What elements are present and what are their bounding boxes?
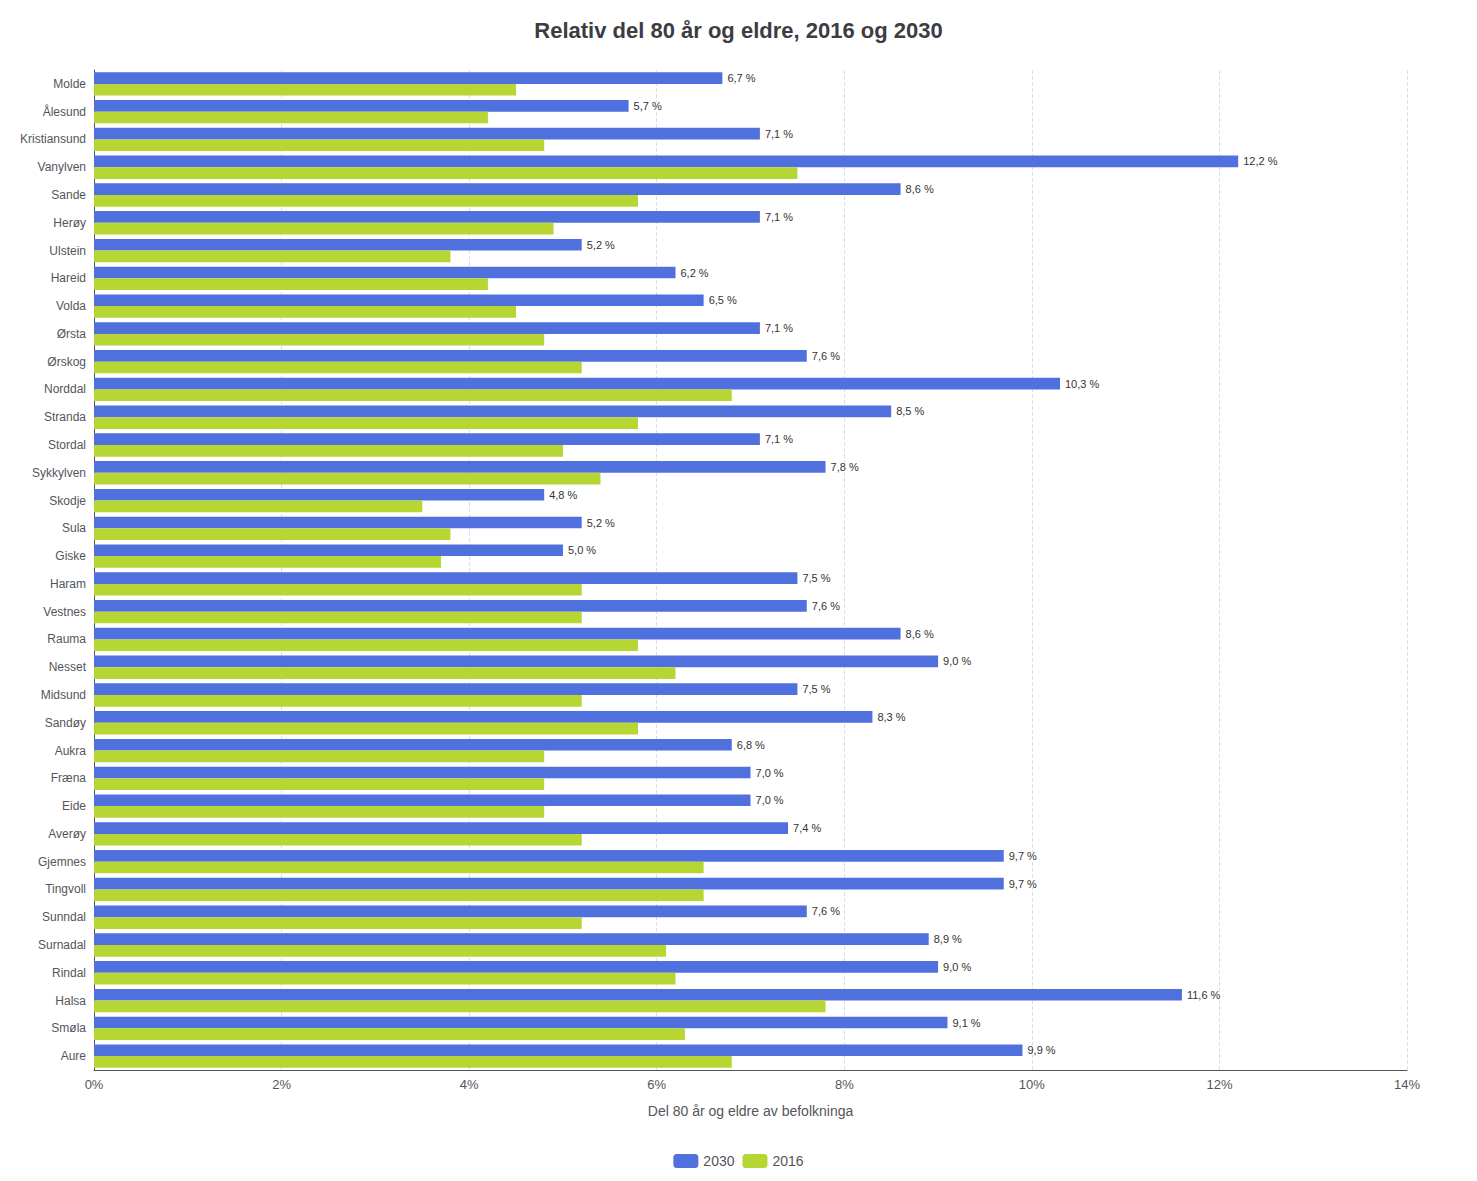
svg-text:7,4 %: 7,4 % <box>793 822 821 834</box>
svg-text:2030: 2030 <box>703 1153 734 1169</box>
svg-text:9,9 %: 9,9 % <box>1027 1044 1055 1056</box>
svg-text:Giske: Giske <box>55 549 86 563</box>
svg-text:Herøy: Herøy <box>53 216 86 230</box>
svg-text:7,6 %: 7,6 % <box>812 350 840 362</box>
svg-text:5,2 %: 5,2 % <box>587 239 615 251</box>
svg-text:6,5 %: 6,5 % <box>709 294 737 306</box>
svg-text:5,0 %: 5,0 % <box>568 544 596 556</box>
svg-text:Ørskog: Ørskog <box>47 355 86 369</box>
svg-text:12%: 12% <box>1206 1077 1232 1092</box>
svg-text:Sandøy: Sandøy <box>45 716 86 730</box>
svg-text:8,9 %: 8,9 % <box>934 933 962 945</box>
svg-text:6,8 %: 6,8 % <box>737 739 765 751</box>
svg-text:7,1 %: 7,1 % <box>765 128 793 140</box>
svg-text:8,6 %: 8,6 % <box>906 628 934 640</box>
svg-text:7,0 %: 7,0 % <box>756 767 784 779</box>
svg-text:Sula: Sula <box>62 521 86 535</box>
svg-text:9,0 %: 9,0 % <box>943 655 971 667</box>
svg-text:Vanylven: Vanylven <box>38 160 86 174</box>
svg-text:7,0 %: 7,0 % <box>756 794 784 806</box>
svg-text:Stranda: Stranda <box>44 410 86 424</box>
svg-text:Haram: Haram <box>50 577 86 591</box>
svg-text:Ørsta: Ørsta <box>57 327 87 341</box>
svg-text:2016: 2016 <box>773 1153 804 1169</box>
svg-text:8%: 8% <box>835 1077 854 1092</box>
svg-text:0%: 0% <box>85 1077 104 1092</box>
svg-text:Eide: Eide <box>62 799 86 813</box>
svg-text:10%: 10% <box>1019 1077 1045 1092</box>
svg-text:Aukra: Aukra <box>55 744 87 758</box>
svg-text:Del 80 år og eldre av befolkni: Del 80 år og eldre av befolkninga <box>648 1103 854 1119</box>
svg-text:7,8 %: 7,8 % <box>831 461 859 473</box>
svg-text:6%: 6% <box>647 1077 666 1092</box>
svg-text:9,7 %: 9,7 % <box>1009 878 1037 890</box>
svg-text:Sykkylven: Sykkylven <box>32 466 86 480</box>
svg-text:Surnadal: Surnadal <box>38 938 86 952</box>
svg-text:7,1 %: 7,1 % <box>765 211 793 223</box>
svg-text:Norddal: Norddal <box>44 382 86 396</box>
svg-text:10,3 %: 10,3 % <box>1065 378 1099 390</box>
svg-text:Kristiansund: Kristiansund <box>20 132 86 146</box>
svg-text:Midsund: Midsund <box>41 688 86 702</box>
svg-text:7,5 %: 7,5 % <box>802 572 830 584</box>
svg-text:7,6 %: 7,6 % <box>812 905 840 917</box>
svg-text:5,7 %: 5,7 % <box>634 100 662 112</box>
svg-text:Vestnes: Vestnes <box>43 605 86 619</box>
svg-text:7,6 %: 7,6 % <box>812 600 840 612</box>
svg-text:11,6 %: 11,6 % <box>1187 989 1221 1001</box>
svg-text:9,1 %: 9,1 % <box>952 1017 980 1029</box>
svg-text:6,2 %: 6,2 % <box>680 267 708 279</box>
svg-text:Rindal: Rindal <box>52 966 86 980</box>
svg-text:12,2 %: 12,2 % <box>1243 155 1277 167</box>
svg-text:14%: 14% <box>1394 1077 1420 1092</box>
svg-text:Volda: Volda <box>56 299 86 313</box>
svg-text:Skodje: Skodje <box>49 494 86 508</box>
svg-text:Aure: Aure <box>61 1049 87 1063</box>
svg-text:Halsa: Halsa <box>55 994 86 1008</box>
svg-text:4,8 %: 4,8 % <box>549 489 577 501</box>
svg-text:7,1 %: 7,1 % <box>765 433 793 445</box>
svg-text:Relativ del 80 år og eldre, 20: Relativ del 80 år og eldre, 2016 og 2030 <box>534 18 942 43</box>
svg-text:Rauma: Rauma <box>47 632 86 646</box>
svg-text:Averøy: Averøy <box>48 827 86 841</box>
svg-text:Stordal: Stordal <box>48 438 86 452</box>
svg-text:Smøla: Smøla <box>51 1021 86 1035</box>
svg-text:Fræna: Fræna <box>51 771 87 785</box>
svg-text:Gjemnes: Gjemnes <box>38 855 86 869</box>
svg-text:Sunndal: Sunndal <box>42 910 86 924</box>
svg-text:9,0 %: 9,0 % <box>943 961 971 973</box>
svg-text:Tingvoll: Tingvoll <box>45 882 86 896</box>
svg-text:2%: 2% <box>272 1077 291 1092</box>
svg-text:4%: 4% <box>460 1077 479 1092</box>
svg-text:9,7 %: 9,7 % <box>1009 850 1037 862</box>
svg-text:8,5 %: 8,5 % <box>896 405 924 417</box>
svg-text:Ulstein: Ulstein <box>49 244 86 258</box>
svg-text:Sande: Sande <box>51 188 86 202</box>
svg-text:7,5 %: 7,5 % <box>802 683 830 695</box>
svg-text:6,7 %: 6,7 % <box>727 72 755 84</box>
svg-text:7,1 %: 7,1 % <box>765 322 793 334</box>
svg-text:Ålesund: Ålesund <box>43 104 86 119</box>
svg-text:5,2 %: 5,2 % <box>587 517 615 529</box>
svg-text:Nesset: Nesset <box>49 660 87 674</box>
svg-text:8,3 %: 8,3 % <box>877 711 905 723</box>
svg-text:Molde: Molde <box>53 77 86 91</box>
svg-text:Hareid: Hareid <box>51 271 86 285</box>
svg-text:8,6 %: 8,6 % <box>906 183 934 195</box>
